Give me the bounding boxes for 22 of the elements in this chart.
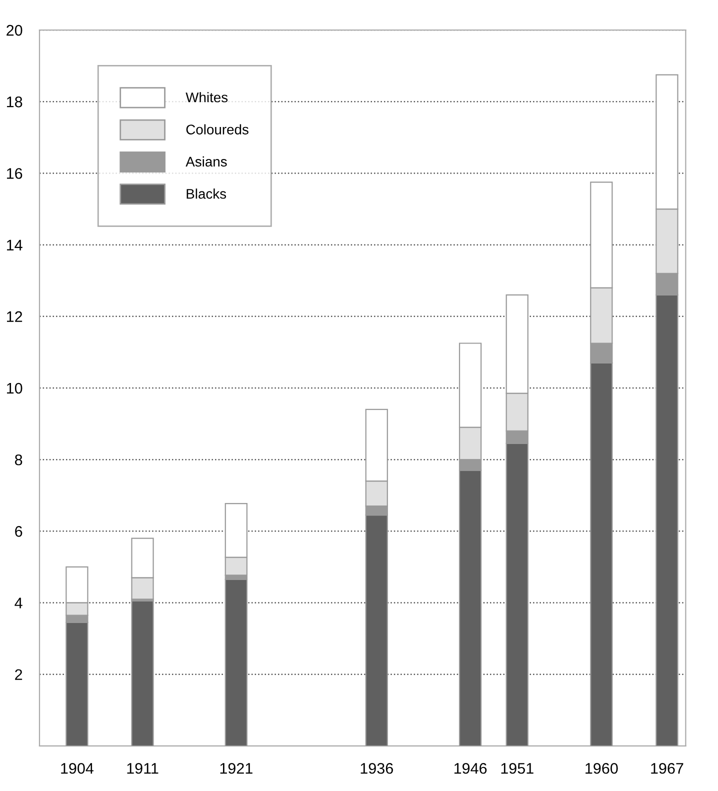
- y-tick-label: 6: [15, 526, 22, 537]
- y-tick-label: 12: [6, 311, 22, 322]
- y-tick-label: 14: [6, 240, 22, 250]
- y-tick-label: 8: [14, 454, 22, 466]
- y-tick-label: 2: [15, 669, 22, 680]
- x-tick-label: 1960: [586, 762, 618, 774]
- x-tick-label: 1911: [127, 762, 158, 774]
- y-tick-label: 18: [6, 96, 22, 108]
- x-tick-label: 1921: [220, 762, 252, 774]
- legend-label: Whites: [186, 92, 228, 102]
- legend-label: Asians: [186, 156, 227, 167]
- y-tick-label: 20: [6, 24, 22, 36]
- y-tick-label: 10: [6, 382, 22, 394]
- x-tick-label: 1936: [360, 762, 393, 774]
- legend-label: Coloureds: [186, 124, 248, 134]
- y-tick-label: 16: [6, 168, 22, 179]
- x-tick-label: 1904: [61, 762, 94, 774]
- legend-label: Blacks: [186, 188, 226, 199]
- x-tick-label: 1951: [501, 762, 534, 774]
- y-tick-label: 4: [14, 598, 22, 608]
- x-tick-label: 1946: [454, 762, 487, 774]
- x-tick-label: 1967: [651, 762, 684, 774]
